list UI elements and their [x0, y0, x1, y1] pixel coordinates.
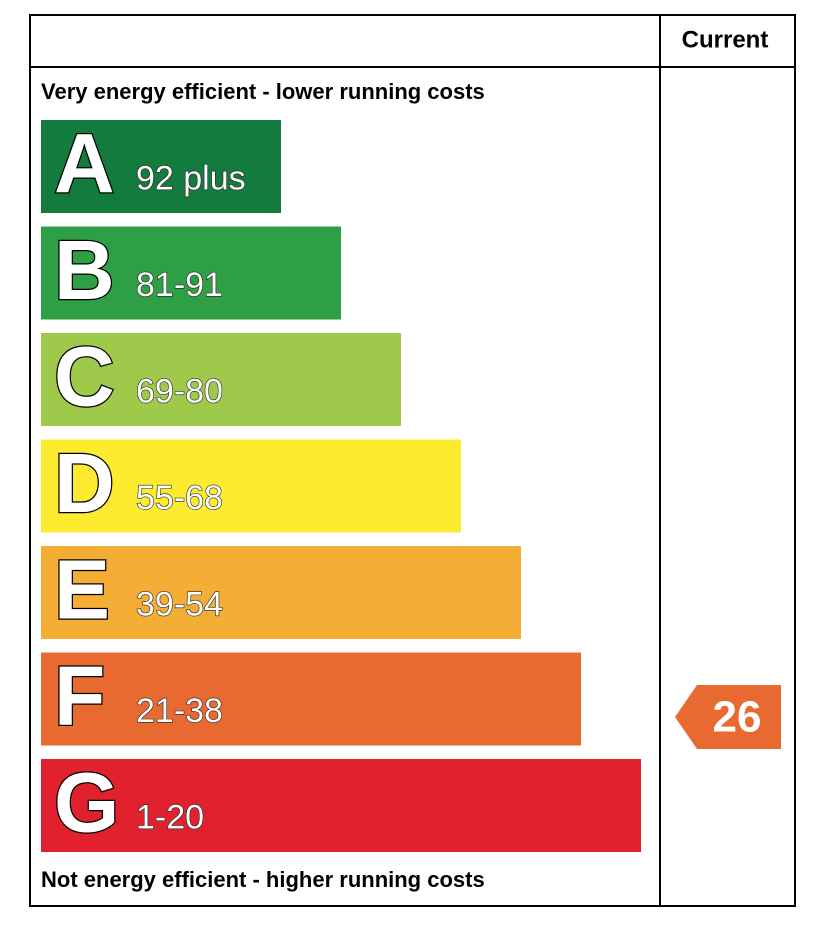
column-header: Current — [682, 26, 769, 53]
current-value: 26 — [713, 693, 762, 742]
band-range: 81-91 — [136, 266, 223, 304]
band-bar — [41, 226, 341, 320]
band-letter: G — [54, 756, 119, 850]
top-label: Very energy efficient - lower running co… — [41, 79, 485, 104]
band-letter: C — [54, 330, 115, 424]
bottom-label: Not energy efficient - higher running co… — [41, 867, 485, 892]
band-letter: F — [54, 649, 105, 743]
current-arrow — [675, 685, 781, 749]
band-range: 69-80 — [136, 372, 223, 410]
frame — [29, 14, 796, 907]
band-letter: B — [54, 223, 115, 317]
band-bar — [41, 333, 401, 426]
band-range: 39-54 — [136, 585, 223, 623]
band-letter: E — [54, 543, 110, 637]
band-letter: D — [54, 436, 115, 530]
band-range: 21-38 — [136, 692, 223, 730]
band-range: 92 plus — [136, 159, 246, 197]
band-bar — [41, 120, 281, 213]
band-bar — [41, 439, 461, 533]
band-range: 1-20 — [136, 798, 204, 836]
band-bar — [41, 652, 581, 746]
band-bar — [41, 546, 521, 639]
band-letter: A — [54, 117, 115, 211]
band-range: 55-68 — [136, 479, 223, 517]
band-bar — [41, 759, 641, 852]
